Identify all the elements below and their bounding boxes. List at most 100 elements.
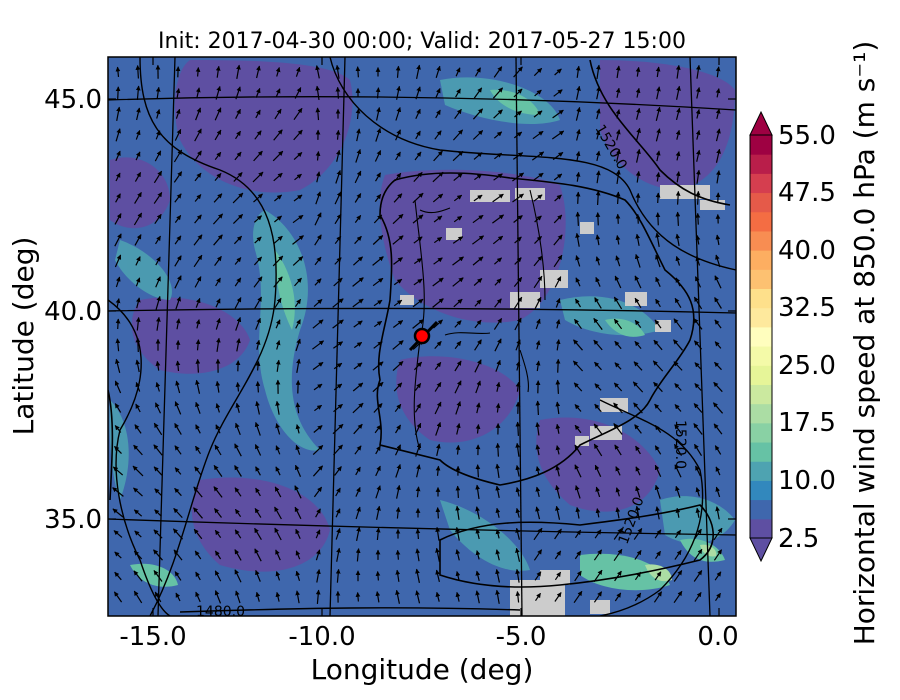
wind-arrow [315,589,321,604]
wind-arrow [214,107,222,121]
wind-arrow [713,527,723,541]
wind-arrow [551,130,565,140]
wind-arrow [274,297,282,309]
wind-arrow [515,547,521,562]
wind-arrow [294,87,302,99]
wind-arrow [413,236,423,244]
wind-arrow [574,550,582,560]
wind-arrow [355,548,361,562]
wind-arrow [435,547,440,562]
wind-arrow [396,484,401,499]
contour-label: 1520.0 [672,420,688,469]
wind-arrow [634,275,642,289]
wind-arrow [134,530,142,538]
wind-arrow [175,88,181,98]
wind-arrow [315,191,322,205]
wind-arrow [114,425,122,433]
wind-arrow [395,129,401,141]
wind-arrow [492,87,504,99]
wind-arrow [533,194,543,202]
wind-arrow [232,213,244,225]
wind-arrow [155,276,161,288]
wind-arrow [194,150,202,162]
wind-arrow [332,423,344,435]
wind-arrow [253,276,263,288]
wind-arrow [295,528,301,539]
wind-arrow [414,422,422,435]
wind-arrow [715,66,721,78]
wind-arrow [435,507,441,519]
wind-arrow [695,235,701,245]
wind-arrow [273,129,283,141]
wind-arrow [375,87,381,99]
wind-arrow [455,549,461,561]
wind-arrow [115,193,121,203]
wind-arrow [634,341,642,349]
wind-arrow [515,361,521,371]
wind-arrow [155,316,161,331]
wind-arrow [512,152,524,160]
wind-arrow [435,65,441,78]
wind-arrow [415,442,422,457]
wind-arrow [715,506,720,520]
wind-arrow [195,379,201,394]
wind-arrow [355,148,362,163]
wind-arrow [275,340,281,350]
wind-arrow [373,341,383,349]
wind-arrow [535,466,541,476]
wind-arrow [395,506,401,519]
wind-arrow [653,339,663,351]
wind-arrow [573,339,583,351]
wind-arrow [472,235,484,245]
wind-arrow [115,172,121,182]
colorbar-band [750,269,772,290]
map-title: Init: 2017-04-30 00:00; Valid: 2017-05-2… [158,29,686,54]
wind-arrow [215,337,221,352]
wind-arrow [234,130,242,140]
wind-arrow [173,507,183,519]
wind-arrow [594,403,602,413]
wind-arrow [634,297,642,309]
wind-arrow [114,213,122,225]
wind-arrow [214,570,222,582]
wind-arrow [316,569,321,583]
wind-arrow [315,151,321,161]
wind-arrow [135,85,141,101]
wind-arrow [714,341,722,349]
wind-arrow [293,194,303,202]
wind-arrow [295,338,301,352]
wind-arrow [294,506,302,520]
wind-arrow [455,505,461,520]
wind-arrow [333,362,343,370]
wind-arrow [594,361,602,371]
wind-arrow [635,66,641,77]
wind-arrow [272,150,284,162]
wind-arrow [614,592,622,602]
wind-arrow [133,487,143,497]
wind-arrow [393,382,403,392]
wind-arrow [353,341,363,349]
wind-arrow [413,257,423,265]
wind-arrow [373,403,383,413]
wind-arrow [275,88,281,98]
colorbar-band [750,211,772,232]
wind-arrow [375,465,381,477]
wind-arrow [294,485,302,499]
wind-arrow [654,319,662,329]
wind-arrow [314,256,322,266]
wind-arrow [655,506,660,520]
wind-arrow [234,297,242,309]
wind-arrow [492,235,504,245]
wind-arrow [353,423,363,435]
wind-arrow [313,383,323,391]
wind-arrow [336,547,341,562]
wind-arrow [473,278,483,286]
wind-arrow [413,361,423,371]
wind-arrow [693,570,703,582]
wind-arrow [575,191,581,204]
wind-arrow [632,381,644,393]
wind-arrow [312,444,324,456]
wind-arrow [714,297,722,309]
wind-arrow [433,319,443,329]
wind-arrow [193,528,203,540]
